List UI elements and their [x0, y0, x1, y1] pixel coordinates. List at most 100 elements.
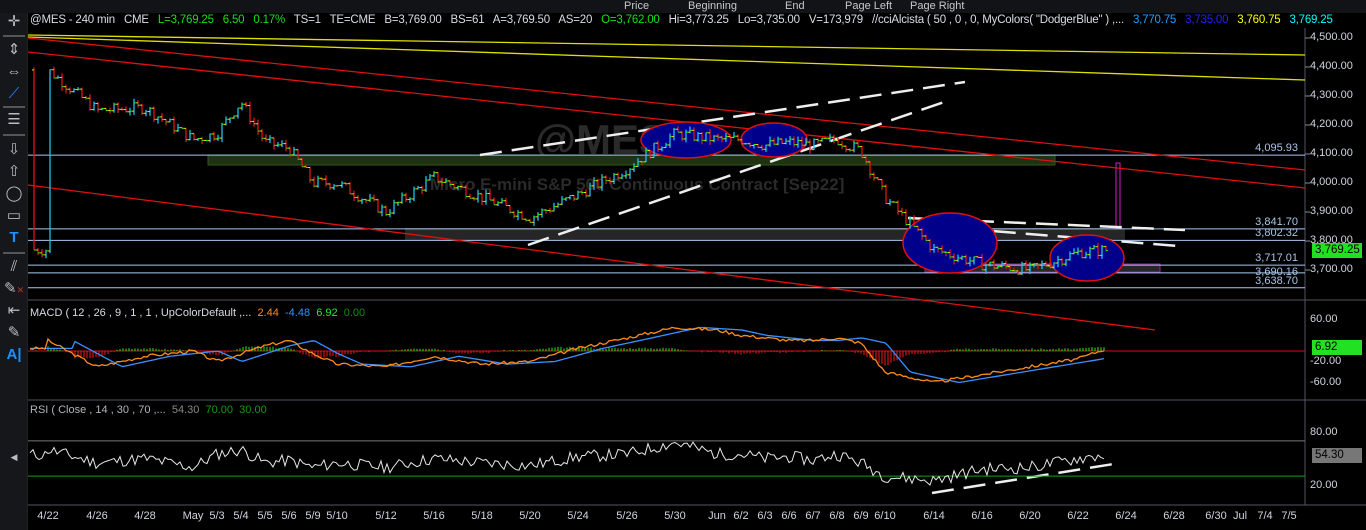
te: TE=CME — [329, 14, 376, 26]
rsi-label: RSI ( Close , 14 , 30 , 70 ,... — [30, 404, 166, 416]
parallel-lines-icon[interactable]: ⫽ — [10, 258, 18, 275]
date-label: 7/5 — [1281, 510, 1297, 522]
bid-size: BS=61 — [450, 14, 485, 26]
trend-line — [27, 37, 1306, 171]
rectangle-icon[interactable]: ▭ — [6, 207, 22, 224]
ind-value-3: 3,760.75 — [1237, 14, 1281, 26]
date-label: 5/10 — [326, 510, 348, 522]
menu-page-left[interactable]: Page Left — [845, 0, 893, 12]
date-label: 4/22 — [37, 510, 59, 522]
rsi-axis-20: 20.00 — [1310, 479, 1338, 491]
date-label: 6/28 — [1163, 510, 1185, 522]
text-format-icon[interactable]: A| — [6, 346, 22, 363]
macd-axis-60: 60.00 — [1310, 313, 1338, 325]
low: Lo=3,735.00 — [737, 14, 800, 26]
open: O=3,762.00 — [601, 14, 660, 26]
date-label: 6/16 — [971, 510, 993, 522]
date-label: 6/10 — [874, 510, 896, 522]
date-label: 6/3 — [757, 510, 773, 522]
macd-zero: 0.00 — [343, 307, 366, 319]
macd-value: 2.44 — [257, 307, 279, 319]
macd-axis-n20: -20.00 — [1310, 355, 1342, 367]
date-label: 5/9 — [305, 510, 321, 522]
ellipse-icon[interactable]: ◯ — [5, 185, 23, 202]
rsi-tag: 54.30 — [1312, 448, 1362, 463]
hline-label: 3,802.32 — [1255, 227, 1298, 240]
date-label: 7/4 — [1257, 510, 1273, 522]
date-label: 5/12 — [375, 510, 397, 522]
date-label: 5/18 — [471, 510, 493, 522]
indicator-label: //cciAlcista ( 50 , 0 , 0, MyColors( "Do… — [871, 14, 1124, 26]
date-label: 4/28 — [134, 510, 156, 522]
last-price: L=3,769.25 — [157, 14, 214, 26]
macd-signal-line — [30, 326, 1105, 383]
hline-label: 3,841.70 — [1255, 215, 1298, 228]
dashed-trend-line — [527, 98, 951, 247]
menu-price[interactable]: Price — [624, 0, 650, 12]
hline-label: 4,095.93 — [1255, 142, 1298, 155]
price-axis-label: 4,300.00 — [1310, 89, 1353, 101]
price-axis-label: 4,100.00 — [1310, 147, 1353, 159]
horizontal-lines-icon[interactable]: ☰ — [7, 111, 21, 128]
horizontal-resize-icon[interactable]: ⇔ — [6, 63, 22, 80]
date-label: 5/30 — [664, 510, 686, 522]
rsi-oversold: 30.00 — [239, 404, 267, 416]
macd-signal: -4.48 — [284, 307, 311, 319]
date-label: 6/14 — [923, 510, 945, 522]
macd-legend: MACD ( 12 , 26 , 9 , 1 , 1 , UpColorDefa… — [30, 307, 365, 319]
net-change: 6.50 — [222, 14, 245, 26]
ask: A=3,769.50 — [492, 14, 550, 26]
hline-label: 3,638.70 — [1255, 274, 1298, 287]
price-axis-label: 4,400.00 — [1310, 60, 1353, 72]
vertical-resize-icon[interactable]: ⇕ — [7, 41, 21, 58]
date-label: 5/16 — [423, 510, 445, 522]
symbol: @MES - 240 min — [30, 14, 115, 26]
trend-line — [27, 51, 1306, 189]
date-label: 6/7 — [805, 510, 821, 522]
date-label: Jun — [708, 510, 726, 522]
date-label: 6/20 — [1019, 510, 1041, 522]
ind-value-1: 3,770.75 — [1132, 14, 1177, 26]
trendline-icon[interactable]: ⟋ — [8, 85, 20, 102]
high: Hi=3,773.25 — [668, 14, 729, 26]
exchange: CME — [123, 14, 149, 26]
menu-end[interactable]: End — [785, 0, 805, 12]
pct-change: 0.17% — [253, 14, 285, 26]
highlight-ellipse — [902, 212, 998, 274]
arrow-up-icon[interactable]: ⇧ — [7, 163, 21, 180]
menu-beginning[interactable]: Beginning — [688, 0, 737, 12]
last-price-tag: 3,769.25 — [1312, 243, 1362, 258]
hline-label: 3,717.01 — [1255, 252, 1298, 265]
collapse-arrow-icon[interactable]: ◀ — [10, 452, 18, 462]
highlight-ellipse — [1049, 234, 1125, 282]
date-label: May — [182, 510, 204, 522]
date-label: 5/6 — [281, 510, 297, 522]
delete-drawings-icon[interactable]: ✎✕ — [4, 280, 25, 297]
trend-line — [27, 36, 1306, 81]
dashed-trend-line — [479, 80, 966, 157]
trend-line — [27, 34, 1306, 56]
watermark-description: Micro E-mini S&P 500 Continuous Contract… — [430, 175, 845, 194]
date-label: 5/3 — [209, 510, 225, 522]
date-label: 4/26 — [86, 510, 108, 522]
macd-tag: 6.92 — [1312, 340, 1362, 355]
trend-line — [27, 184, 1156, 331]
status-line: @MES - 240 min CME L=3,769.25 6.50 0.17%… — [30, 14, 1339, 26]
price-axis-label: 3,700.00 — [1310, 263, 1353, 275]
rsi-legend: RSI ( Close , 14 , 30 , 70 ,... 54.30 70… — [30, 404, 267, 416]
date-label: 6/30 — [1205, 510, 1227, 522]
text-icon[interactable]: T — [9, 229, 19, 246]
price-axis-label: 4,000.00 — [1310, 176, 1353, 188]
date-label: 6/6 — [781, 510, 797, 522]
crosshair-icon[interactable]: ✛ — [7, 13, 21, 30]
date-label: 5/24 — [567, 510, 589, 522]
pen-icon[interactable]: ✎ — [7, 324, 21, 341]
macd-diff: 6.92 — [316, 307, 338, 319]
menu-page-right[interactable]: Page Right — [910, 0, 965, 12]
date-label: 6/8 — [829, 510, 845, 522]
date-label: 6/9 — [853, 510, 869, 522]
go-to-start-icon[interactable]: ⇤ — [7, 302, 21, 319]
arrow-down-icon[interactable]: ⇩ — [7, 141, 21, 158]
date-label: 6/2 — [733, 510, 749, 522]
